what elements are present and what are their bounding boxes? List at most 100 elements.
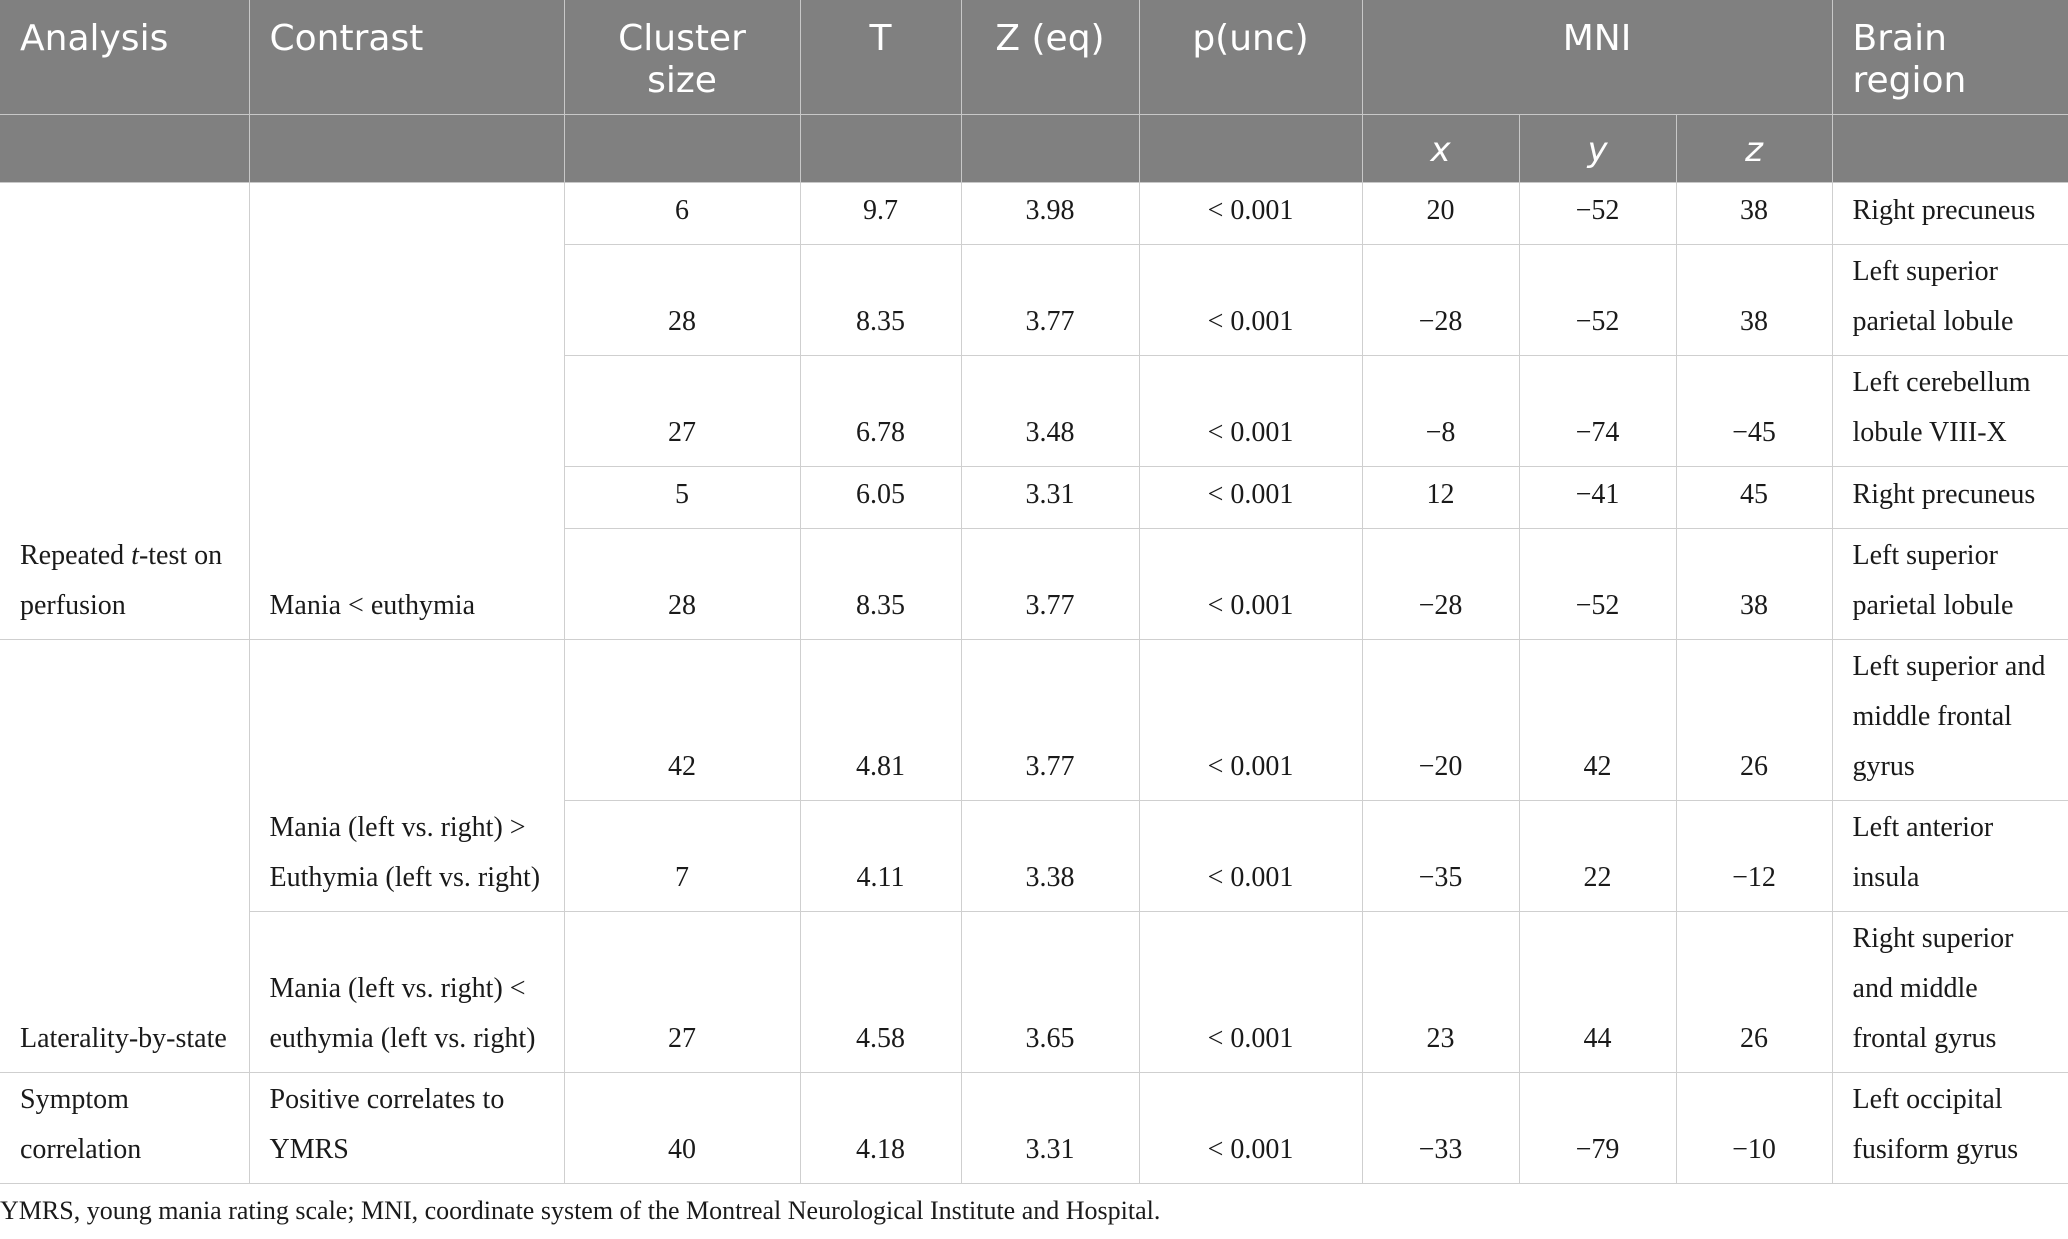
table-footnote: YMRS, young mania rating scale; MNI, coo… xyxy=(0,1196,1161,1225)
t-value-cell: 4.11 xyxy=(800,800,962,912)
brain-region-cell: Left superior and middle frontal gyrus xyxy=(1832,639,2068,801)
table-row: Repeated t-test on perfusion Mania < eut… xyxy=(0,182,2068,640)
z-eq-cell: 3.77 xyxy=(961,528,1140,640)
mni-y-cell: −74 xyxy=(1519,355,1677,467)
contrast-cell: Mania (left vs. right) < euthymia (left … xyxy=(249,911,565,1073)
cluster-size-cell: 28 xyxy=(564,244,801,356)
subheader-mni-x: x xyxy=(1362,114,1520,183)
cluster-size-cell: 6 xyxy=(564,182,801,245)
brain-region-cell: Left occipital fusiform gyrus xyxy=(1832,1072,2068,1184)
table-row: 7 4.11 3.38 < 0.001 −35 22 −12 Left ante… xyxy=(0,800,2068,912)
mni-z-cell: 26 xyxy=(1676,911,1833,1073)
mni-x-cell: 12 xyxy=(1362,466,1520,529)
z-eq-cell: 3.48 xyxy=(961,355,1140,467)
z-eq-cell: 3.77 xyxy=(961,639,1140,801)
mni-x-cell: −33 xyxy=(1362,1072,1520,1184)
analysis-cell: Symptom correlation xyxy=(0,1072,250,1184)
mni-y-cell: −52 xyxy=(1519,182,1677,245)
brain-region-cell: Right superior and middle frontal gyrus xyxy=(1832,911,2068,1073)
cluster-size-cell: 27 xyxy=(564,911,801,1073)
mni-y-cell: −52 xyxy=(1519,244,1677,356)
z-eq-cell: 3.77 xyxy=(961,244,1140,356)
table-row: 28 8.35 3.77 < 0.001 −28 −52 38 Left sup… xyxy=(0,528,2068,640)
analysis-cell: Repeated t-test on perfusion xyxy=(0,182,250,640)
brain-region-cell: Left anterior insula xyxy=(1832,800,2068,912)
mni-z-cell: 26 xyxy=(1676,639,1833,801)
cluster-size-cell: 40 xyxy=(564,1072,801,1184)
mni-x-cell: −28 xyxy=(1362,528,1520,640)
t-value-cell: 4.58 xyxy=(800,911,962,1073)
mni-y-cell: −41 xyxy=(1519,466,1677,529)
header-row: Analysis Contrast Cluster size T Z (eq) … xyxy=(0,0,2068,115)
z-eq-cell: 3.31 xyxy=(961,1072,1140,1184)
p-unc-cell: < 0.001 xyxy=(1139,911,1363,1073)
subheader-row: x y z xyxy=(0,114,2068,183)
subheader-empty xyxy=(1139,114,1363,183)
t-value-cell: 4.18 xyxy=(800,1072,962,1184)
header-p-unc: p(unc) xyxy=(1139,0,1363,115)
subheader-empty xyxy=(961,114,1140,183)
t-value-cell: 6.05 xyxy=(800,466,962,529)
contrast-cell: Positive correlates to YMRS xyxy=(249,1072,565,1184)
brain-region-cell: Left cerebellum lobule VIII-X xyxy=(1832,355,2068,467)
mni-z-cell: 45 xyxy=(1676,466,1833,529)
cluster-size-cell: 7 xyxy=(564,800,801,912)
brain-region-cell: Left superior parietal lobule xyxy=(1832,528,2068,640)
t-value-cell: 9.7 xyxy=(800,182,962,245)
mni-x-cell: 20 xyxy=(1362,182,1520,245)
header-z-eq: Z (eq) xyxy=(961,0,1140,115)
brain-region-cell: Right precuneus xyxy=(1832,182,2068,245)
subheader-empty xyxy=(800,114,962,183)
p-unc-cell: < 0.001 xyxy=(1139,244,1363,356)
header-cluster-size: Cluster size xyxy=(564,0,801,115)
table-row: 27 6.78 3.48 < 0.001 −8 −74 −45 Left cer… xyxy=(0,355,2068,467)
mni-x-cell: −20 xyxy=(1362,639,1520,801)
header-brain-region: Brain region xyxy=(1832,0,2068,115)
mni-y-cell: 42 xyxy=(1519,639,1677,801)
cluster-size-cell: 28 xyxy=(564,528,801,640)
z-eq-cell: 3.31 xyxy=(961,466,1140,529)
mni-z-cell: 38 xyxy=(1676,528,1833,640)
table-row: Laterality-by-state Mania (left vs. righ… xyxy=(0,639,2068,1073)
mni-y-cell: −79 xyxy=(1519,1072,1677,1184)
mni-y-cell: −52 xyxy=(1519,528,1677,640)
z-eq-cell: 3.38 xyxy=(961,800,1140,912)
analysis-text: -test on perfusion xyxy=(20,539,223,621)
subheader-mni-y: y xyxy=(1519,114,1677,183)
p-unc-cell: < 0.001 xyxy=(1139,466,1363,529)
analysis-italic-t: t xyxy=(131,539,139,571)
table-row: 5 6.05 3.31 < 0.001 12 −41 45 Right prec… xyxy=(0,466,2068,529)
subheader-empty xyxy=(564,114,801,183)
header-t: T xyxy=(800,0,962,115)
mni-z-cell: −12 xyxy=(1676,800,1833,912)
z-eq-cell: 3.98 xyxy=(961,182,1140,245)
p-unc-cell: < 0.001 xyxy=(1139,639,1363,801)
table-row: Symptom correlation Positive correlates … xyxy=(0,1072,2068,1184)
t-value-cell: 8.35 xyxy=(800,244,962,356)
subheader-mni-z: z xyxy=(1676,114,1833,183)
mni-x-cell: −35 xyxy=(1362,800,1520,912)
t-value-cell: 6.78 xyxy=(800,355,962,467)
p-unc-cell: < 0.001 xyxy=(1139,355,1363,467)
header-analysis: Analysis xyxy=(0,0,250,115)
subheader-empty xyxy=(249,114,565,183)
cluster-size-cell: 42 xyxy=(564,639,801,801)
header-mni: MNI xyxy=(1362,0,1833,115)
subheader-empty xyxy=(1832,114,2068,183)
brain-region-cell: Left superior parietal lobule xyxy=(1832,244,2068,356)
mni-z-cell: 38 xyxy=(1676,182,1833,245)
mni-y-cell: 22 xyxy=(1519,800,1677,912)
p-unc-cell: < 0.001 xyxy=(1139,1072,1363,1184)
table-row: Mania (left vs. right) < euthymia (left … xyxy=(0,911,2068,1073)
contrast-cell: Mania < euthymia xyxy=(249,182,565,640)
subheader-empty xyxy=(0,114,250,183)
p-unc-cell: < 0.001 xyxy=(1139,528,1363,640)
contrast-cell: Mania (left vs. right) > Euthymia (left … xyxy=(249,639,565,912)
analysis-cell: Laterality-by-state xyxy=(0,639,250,1073)
mni-z-cell: −10 xyxy=(1676,1072,1833,1184)
table-container: Analysis Contrast Cluster size T Z (eq) … xyxy=(0,0,2068,1184)
z-eq-cell: 3.65 xyxy=(961,911,1140,1073)
mni-y-cell: 44 xyxy=(1519,911,1677,1073)
t-value-cell: 4.81 xyxy=(800,639,962,801)
mni-x-cell: −8 xyxy=(1362,355,1520,467)
